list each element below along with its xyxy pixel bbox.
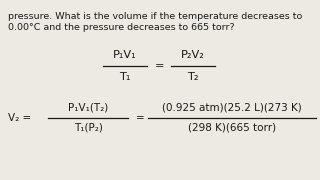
Text: T₁: T₁ — [119, 72, 131, 82]
Text: T₁(P₂): T₁(P₂) — [74, 123, 102, 133]
Text: P₂V₂: P₂V₂ — [181, 50, 205, 60]
Text: =: = — [136, 113, 144, 123]
Text: P₁V₁(T₂): P₁V₁(T₂) — [68, 103, 108, 113]
Text: (0.925 atm)(25.2 L)(273 K): (0.925 atm)(25.2 L)(273 K) — [162, 103, 302, 113]
Text: (298 K)(665 torr): (298 K)(665 torr) — [188, 123, 276, 133]
Text: P₁V₁: P₁V₁ — [113, 50, 137, 60]
Text: V₂ =: V₂ = — [8, 113, 31, 123]
Text: T₂: T₂ — [187, 72, 199, 82]
Text: pressure. What is the volume if the temperature decreases to: pressure. What is the volume if the temp… — [8, 12, 302, 21]
Text: 0.00°C and the pressure decreases to 665 torr?: 0.00°C and the pressure decreases to 665… — [8, 23, 235, 32]
Text: =: = — [155, 61, 165, 71]
